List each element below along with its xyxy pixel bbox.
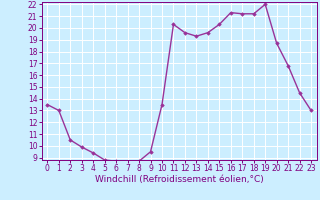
X-axis label: Windchill (Refroidissement éolien,°C): Windchill (Refroidissement éolien,°C): [95, 175, 264, 184]
